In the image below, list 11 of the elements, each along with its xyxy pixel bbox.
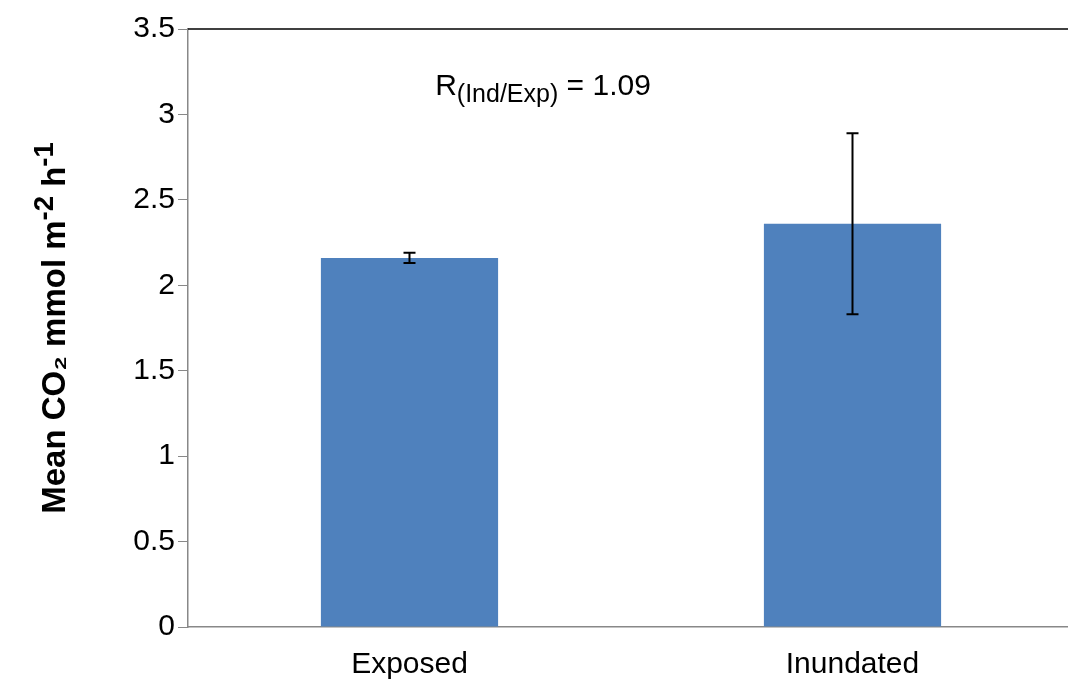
y-tick-label: 2.5 [133,181,175,215]
y-tick-label: 1 [158,437,175,471]
x-tick-label: Inundated [785,646,920,680]
y-tick-label: 0.5 [133,522,175,556]
y-tick-label: 2 [158,266,175,300]
annotation: R$_{(Ind/Exp)}$ = 1.09 [435,68,651,108]
y-tick-label: 1.5 [133,351,175,385]
y-tick-label: 0 [158,608,175,642]
y-tick-label: 3 [158,95,175,129]
y-tick-label: 3.5 [133,10,175,44]
x-tick-label: Exposed [351,646,468,680]
